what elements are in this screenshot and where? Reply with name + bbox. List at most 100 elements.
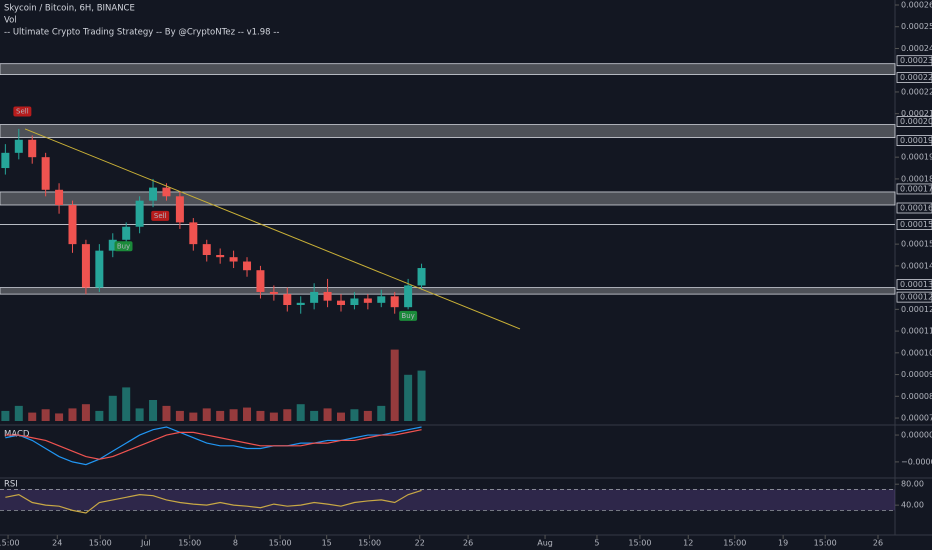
price-label-box <box>896 55 932 67</box>
price-label-box <box>896 202 932 214</box>
volume-bar <box>390 349 399 421</box>
zone <box>0 191 896 206</box>
candle-body <box>216 255 225 258</box>
zone <box>0 63 896 75</box>
signal-badge <box>13 106 32 117</box>
candle-body <box>162 187 171 197</box>
x-tick-label: 5 <box>594 539 599 548</box>
candle-body <box>229 257 238 262</box>
volume-bar <box>296 404 305 421</box>
y-tick-label: 40.00 <box>901 501 924 510</box>
x-tick-label: 15:00 <box>0 539 20 548</box>
price-label: 0.000127 <box>900 293 932 302</box>
candle-body <box>256 270 265 292</box>
volume-bar <box>108 395 117 421</box>
price-label: 0.000174 <box>900 184 932 193</box>
indicator-line <box>5 426 422 466</box>
x-tick-label: 12 <box>683 539 693 548</box>
candle-body <box>243 261 252 271</box>
trendline <box>24 128 521 330</box>
volume-bar <box>175 410 184 421</box>
x-tick-label: 19 <box>778 539 788 548</box>
zone <box>0 124 896 139</box>
price-label-box <box>896 279 932 291</box>
candle-body <box>417 268 426 286</box>
candle-body <box>189 222 198 245</box>
volume-bar <box>269 412 278 421</box>
volume-bar <box>417 370 426 421</box>
x-tick-label: 15:00 <box>723 539 746 548</box>
volume-bar <box>216 410 225 421</box>
volume-bar <box>336 412 345 421</box>
price-label-box <box>896 291 932 303</box>
x-tick-label: 15:00 <box>178 539 201 548</box>
volume-bar <box>1 410 10 421</box>
candle-body <box>202 244 211 255</box>
volume-bar <box>350 409 359 421</box>
candle-body <box>95 250 104 288</box>
price-label-box <box>896 116 932 127</box>
price-label: 0.000233 <box>900 56 932 65</box>
indicator-line <box>5 429 422 460</box>
price-label-box <box>896 183 932 195</box>
candle-body <box>135 200 144 227</box>
volume-bar <box>14 405 23 421</box>
x-tick-label: 8 <box>233 539 238 548</box>
price-label: 0.000159 <box>900 220 932 229</box>
rsi-title: RSI <box>4 480 18 490</box>
volume-bar <box>377 405 386 421</box>
volume-bar <box>310 410 319 421</box>
zone <box>0 287 896 295</box>
price-label: 0.000205 <box>900 117 932 126</box>
candle-body <box>122 226 131 240</box>
candle-body <box>350 298 359 305</box>
price-label: 0.000228 <box>900 73 932 82</box>
candle-body <box>55 189 64 205</box>
x-tick-label: 15:00 <box>814 539 837 548</box>
candle-body <box>404 285 413 308</box>
volume-bar <box>363 410 372 421</box>
x-tick-label: 15:00 <box>269 539 292 548</box>
candle-body <box>390 296 399 308</box>
candle-body <box>108 239 117 251</box>
candle-body <box>310 291 319 303</box>
price-label-box <box>896 219 932 230</box>
volume-bar <box>256 410 265 421</box>
candle-body <box>1 152 10 169</box>
x-tick-label: Aug <box>537 539 553 548</box>
x-tick-label: Jul <box>140 539 151 548</box>
volume-bar <box>323 408 332 421</box>
signal-label: Sell <box>154 212 167 220</box>
volume-bar <box>404 374 413 421</box>
volume-bar <box>41 409 50 421</box>
x-tick-label: 26 <box>463 539 473 548</box>
x-tick-label: 15:00 <box>89 539 112 548</box>
price-label-box <box>896 72 932 83</box>
signal-label: Buy <box>117 242 130 250</box>
y-tick-label: 80.00 <box>901 480 924 489</box>
volume-bar <box>162 405 171 421</box>
volume-bar <box>283 409 292 421</box>
chart-subtitle: -- Ultimate Crypto Trading Strategy -- B… <box>4 28 279 38</box>
candle-body <box>377 296 386 303</box>
volume-bar <box>243 407 252 421</box>
candle-body <box>269 291 278 295</box>
volume-bar <box>229 409 238 421</box>
signal-badge <box>151 210 170 221</box>
x-tick-label: 22 <box>415 539 425 548</box>
x-tick-label: 24 <box>52 539 62 548</box>
